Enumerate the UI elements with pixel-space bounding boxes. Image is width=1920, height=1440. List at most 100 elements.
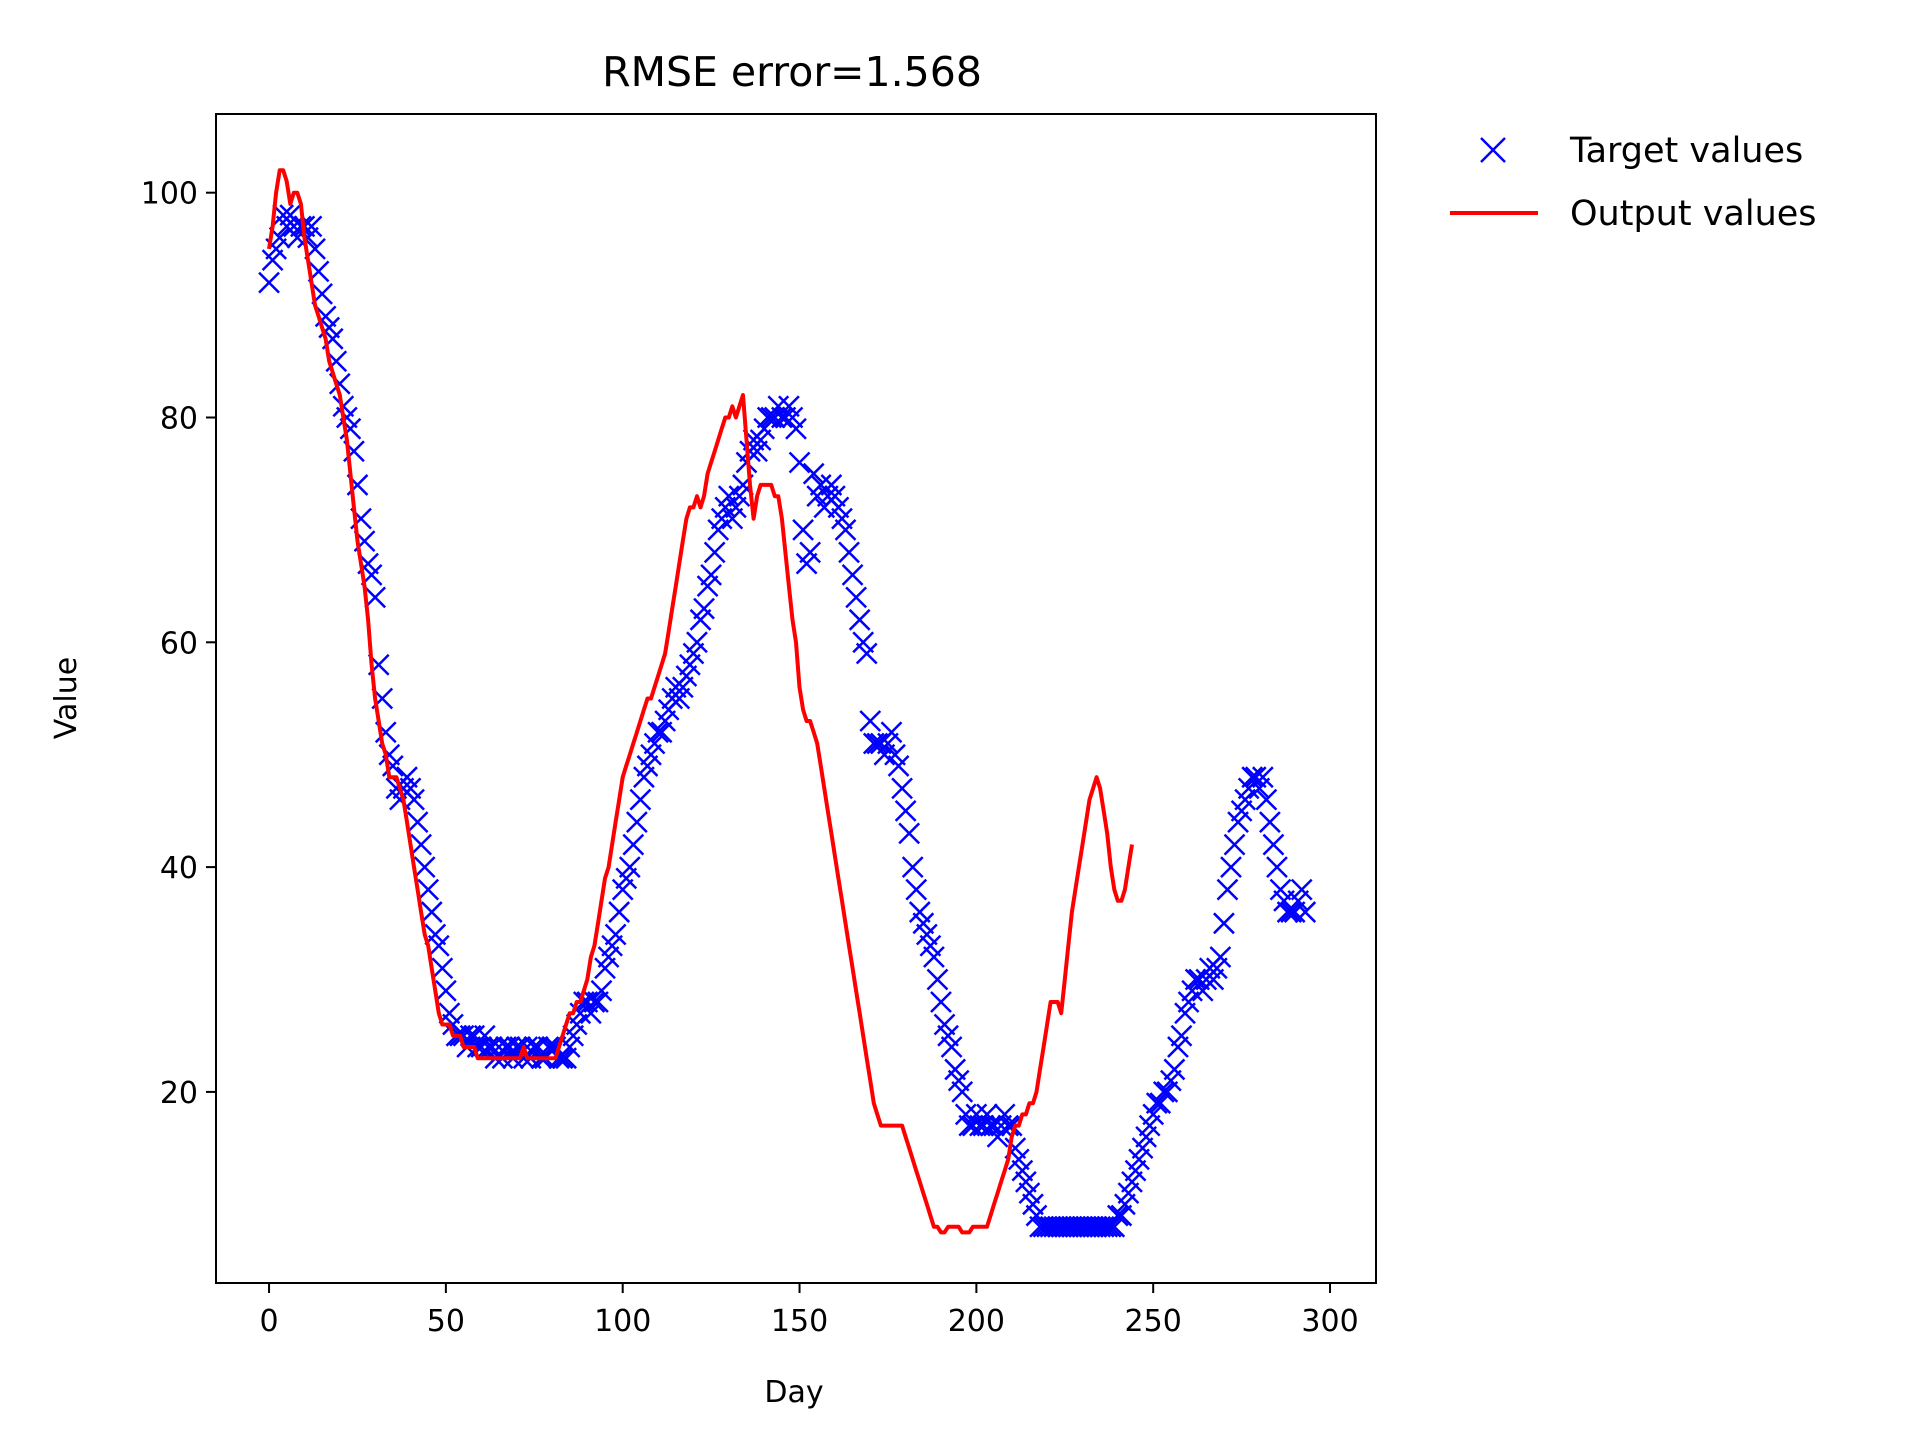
target-point — [894, 800, 917, 822]
target-point — [1152, 1081, 1175, 1103]
target-point — [901, 856, 924, 878]
target-point — [1000, 1114, 1023, 1137]
target-point — [625, 811, 648, 834]
target-point — [1259, 811, 1281, 834]
target-point — [1163, 1058, 1186, 1081]
target-point — [866, 732, 889, 755]
target-point — [1216, 878, 1239, 901]
x-tick-label: 200 — [948, 1304, 1005, 1339]
target-point — [700, 563, 723, 586]
target-point — [590, 979, 613, 1002]
target-point — [788, 451, 811, 474]
target-point — [951, 1081, 974, 1103]
x-tick-label: 250 — [1125, 1304, 1182, 1339]
target-point — [1092, 1215, 1115, 1238]
target-point — [1170, 1024, 1193, 1047]
target-point — [608, 901, 631, 923]
target-point — [1241, 766, 1264, 789]
target-point — [1106, 1204, 1129, 1227]
target-point — [887, 755, 910, 777]
target-point — [834, 519, 857, 541]
target-point — [785, 417, 807, 440]
target-point — [891, 777, 913, 800]
target-point — [417, 878, 440, 901]
target-point — [898, 822, 921, 845]
target-point — [979, 1114, 1002, 1137]
target-series — [258, 204, 1317, 1238]
target-point — [703, 541, 726, 564]
target-point — [258, 271, 280, 294]
x-tick-label: 50 — [427, 1304, 465, 1339]
target-point — [845, 586, 868, 609]
y-axis: 20 40 60 80 100 — [141, 177, 216, 1111]
target-point — [647, 721, 669, 744]
target-point — [717, 485, 740, 508]
x-axis: 0 50 100 150 200 250 300 — [260, 1283, 1359, 1339]
target-point — [1184, 968, 1207, 991]
y-tick-label: 60 — [160, 626, 198, 661]
target-point — [1213, 912, 1235, 935]
plot-area — [258, 168, 1317, 1238]
target-point — [686, 631, 708, 654]
target-point — [930, 991, 952, 1013]
y-tick-label: 20 — [160, 1076, 198, 1111]
target-point — [859, 710, 882, 732]
y-tick-label: 40 — [160, 851, 198, 886]
target-point — [693, 597, 715, 620]
target-point — [809, 474, 832, 496]
x-tick-label: 100 — [594, 1304, 651, 1339]
target-point — [410, 833, 433, 856]
target-point — [420, 901, 443, 923]
target-point — [1290, 878, 1313, 901]
target-point — [770, 406, 793, 429]
legend-marker-target — [1480, 137, 1506, 163]
target-point — [1255, 788, 1278, 811]
target-point — [1262, 833, 1285, 856]
target-point — [838, 541, 860, 564]
target-point — [880, 721, 903, 744]
y-tick-label: 80 — [160, 401, 198, 436]
x-tick-label: 300 — [1301, 1304, 1358, 1339]
legend: Target values Output values — [1450, 131, 1817, 234]
target-point — [926, 968, 949, 991]
target-point — [1266, 856, 1288, 878]
target-point — [403, 788, 425, 811]
target-point — [622, 833, 645, 856]
target-point — [1220, 856, 1242, 878]
target-point — [802, 462, 825, 485]
target-point — [848, 608, 871, 631]
target-point — [583, 991, 606, 1013]
legend-label-output: Output values — [1570, 194, 1817, 234]
target-point — [413, 856, 436, 878]
target-point — [406, 811, 429, 834]
chart-title: RMSE error=1.568 — [602, 48, 982, 96]
target-point — [940, 1036, 963, 1058]
legend-label-target: Target values — [1569, 131, 1803, 171]
target-point — [841, 563, 864, 586]
x-axis-label: Day — [764, 1375, 823, 1410]
target-point — [1223, 833, 1246, 856]
plot-frame — [215, 113, 1377, 1284]
target-point — [604, 923, 627, 946]
target-point — [289, 215, 312, 238]
target-point — [1209, 946, 1232, 968]
output-line — [267, 168, 1134, 1235]
target-point — [1251, 766, 1274, 789]
y-axis-label: Value — [49, 657, 84, 739]
target-point — [855, 642, 878, 665]
target-point — [434, 979, 457, 1002]
target-point — [431, 957, 454, 980]
target-point — [364, 586, 387, 609]
target-point — [792, 519, 814, 541]
target-point — [629, 788, 652, 811]
target-point — [1294, 901, 1317, 923]
target-point — [477, 1036, 500, 1058]
target-point — [799, 541, 822, 564]
x-tick-label: 150 — [771, 1304, 828, 1339]
target-point — [923, 946, 945, 968]
target-point — [905, 878, 928, 901]
target-point — [427, 934, 450, 957]
target-point — [618, 856, 641, 878]
y-tick-label: 100 — [141, 177, 198, 212]
